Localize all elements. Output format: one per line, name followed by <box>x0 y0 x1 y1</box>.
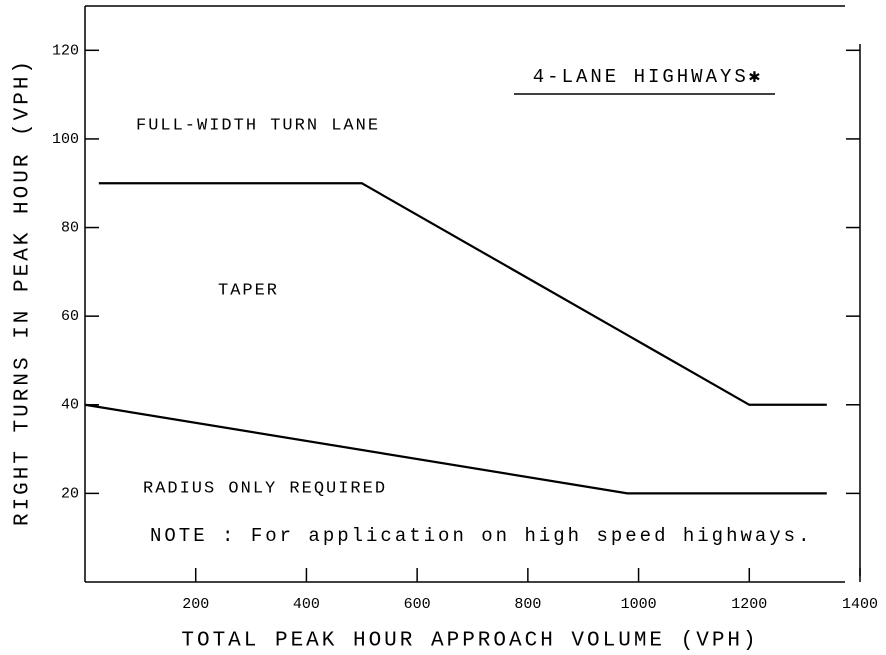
annotation: RADIUS ONLY REQUIRED <box>143 479 387 498</box>
y-tick-label: 60 <box>61 308 79 325</box>
x-tick-label: 600 <box>404 596 431 613</box>
x-tick-label: 1400 <box>842 596 878 613</box>
x-tick-label: 1200 <box>731 596 767 613</box>
annotation: FULL-WIDTH TURN LANE <box>136 116 380 135</box>
y-tick-label: 20 <box>61 485 79 502</box>
y-tick-label: 40 <box>61 397 79 414</box>
series-line <box>98 182 827 406</box>
x-tick-label: 400 <box>293 596 320 613</box>
series-line <box>84 403 827 495</box>
annotation: NOTE : For application on high speed hig… <box>150 525 813 547</box>
y-tick-label: 100 <box>52 131 79 148</box>
x-axis-title: TOTAL PEAK HOUR APPROACH VOLUME (VPH) <box>181 630 758 653</box>
x-tick-label: 1000 <box>621 596 657 613</box>
x-tick-label: 200 <box>182 596 209 613</box>
y-axis-title: RIGHT TURNS IN PEAK HOUR (VPH) <box>12 58 35 526</box>
x-tick-label: 800 <box>514 596 541 613</box>
chart-title: 4-LANE HIGHWAYS✱ <box>533 66 763 88</box>
y-tick-label: 120 <box>52 42 79 59</box>
annotation: TAPER <box>218 281 279 300</box>
y-tick-label: 80 <box>61 220 79 237</box>
